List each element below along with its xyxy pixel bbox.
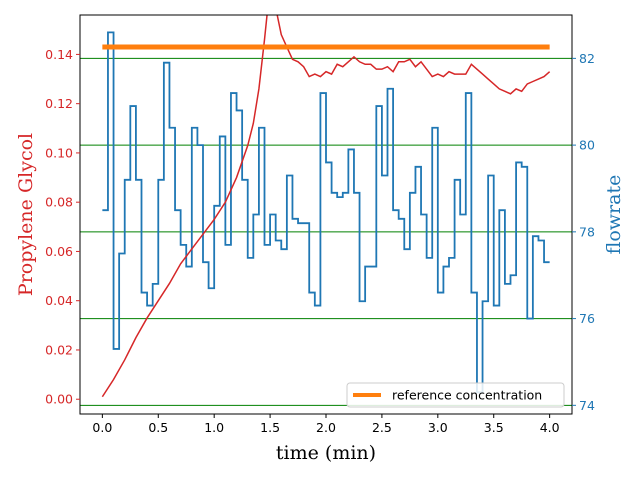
x-tick-label-3: 1.5	[260, 420, 280, 435]
y-right-tick-label-4: 82	[579, 51, 595, 66]
y-left-tick-label-4: 0.08	[45, 195, 73, 210]
legend: reference concentration	[346, 382, 565, 408]
y-left-tick-label-2: 0.04	[45, 293, 73, 308]
x-tick-label-4: 2.0	[316, 420, 336, 435]
y-right-tick-label-3: 80	[579, 138, 595, 153]
y-right-tick-label-0: 74	[579, 398, 595, 413]
x-tick-label-8: 4.0	[540, 420, 560, 435]
legend-label-reference: reference concentration	[392, 388, 542, 403]
x-axis-label: time (min)	[276, 442, 376, 464]
series-propylene-glycol-line	[101, 15, 551, 398]
y-right-axis: 74 76 78 80 82	[572, 51, 595, 413]
series-flowrate-step	[102, 31, 550, 394]
series-layer	[101, 15, 551, 398]
y-right-axis-label: flowrate	[603, 175, 625, 255]
y-right-tick-label-2: 78	[579, 224, 595, 239]
x-tick-label-0: 0.0	[92, 420, 112, 435]
x-tick-label-1: 0.5	[148, 420, 168, 435]
y-left-tick-label-7: 0.14	[45, 47, 73, 62]
y-right-tick-label-1: 76	[579, 311, 595, 326]
legend-box	[346, 382, 565, 408]
plot-frame	[79, 14, 573, 415]
y-left-tick-label-0: 0.00	[45, 392, 73, 407]
x-tick-label-5: 2.5	[372, 420, 392, 435]
y-left-axis-label: Propylene Glycol	[15, 133, 37, 296]
x-tick-label-7: 3.5	[484, 420, 504, 435]
y-left-tick-label-5: 0.10	[45, 145, 73, 160]
y-left-tick-label-6: 0.12	[45, 96, 73, 111]
y-left-tick-label-3: 0.06	[45, 244, 73, 259]
x-tick-label-6: 3.0	[428, 420, 448, 435]
y-left-tick-label-1: 0.02	[45, 342, 73, 357]
x-axis: 0.0 0.5 1.0 1.5 2.0 2.5 3.0 3.5 4.0	[92, 414, 560, 435]
x-tick-label-2: 1.0	[204, 420, 224, 435]
y-left-axis: 0.00 0.02 0.04 0.06 0.08 0.10 0.12 0.14	[45, 47, 80, 407]
